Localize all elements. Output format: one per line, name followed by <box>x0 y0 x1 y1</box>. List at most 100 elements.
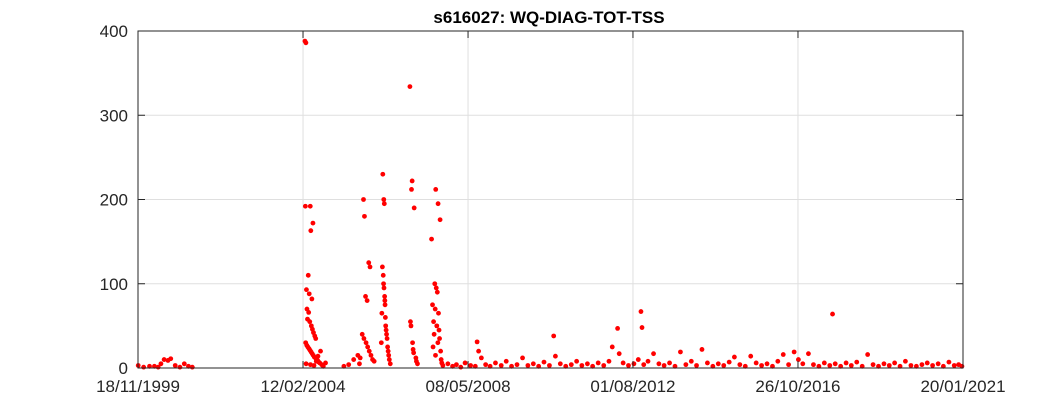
data-point <box>158 361 164 367</box>
data-point <box>493 360 498 366</box>
data-point <box>378 340 384 346</box>
data-point <box>381 197 387 202</box>
data-point <box>886 363 892 368</box>
data-point <box>366 348 372 354</box>
data-point <box>530 361 536 367</box>
data-point <box>759 363 764 368</box>
data-point <box>368 352 374 358</box>
data-point <box>946 359 952 365</box>
data-point <box>843 360 849 366</box>
data-point <box>791 349 797 355</box>
data-point <box>645 358 651 364</box>
x-tick-label: 08/05/2008 <box>425 377 510 396</box>
data-point <box>796 357 801 362</box>
data-point <box>688 358 694 364</box>
data-point <box>780 352 786 357</box>
y-tick-label: 300 <box>100 106 128 125</box>
data-point <box>357 361 362 367</box>
x-tick-label: 26/10/2016 <box>755 377 840 396</box>
data-point <box>678 349 683 355</box>
data-point <box>638 309 644 314</box>
data-point <box>667 360 672 366</box>
data-point <box>454 362 459 368</box>
data-point <box>365 344 371 350</box>
data-point <box>379 310 385 316</box>
data-point <box>908 363 914 368</box>
data-point <box>436 310 441 316</box>
data-point <box>525 363 531 368</box>
data-point <box>440 363 446 368</box>
data-point <box>432 281 438 287</box>
grid-lines <box>137 30 964 369</box>
data-point <box>172 363 178 368</box>
data-point <box>313 358 319 364</box>
y-tick-label: 200 <box>100 191 128 210</box>
chart-title: s616027: WQ-DIAG-TOT-TSS <box>433 8 664 27</box>
data-point <box>387 361 393 367</box>
data-point <box>383 323 389 329</box>
data-point <box>585 361 590 367</box>
x-tick-label: 12/02/2004 <box>260 377 345 396</box>
data-point <box>639 325 645 330</box>
data-point <box>408 323 414 329</box>
data-point <box>384 331 389 337</box>
data-point <box>307 203 313 209</box>
data-point <box>366 260 372 266</box>
data-point <box>656 361 662 367</box>
data-point <box>386 357 392 362</box>
data-point <box>434 323 440 329</box>
data-point <box>141 364 147 370</box>
data-point <box>303 361 309 367</box>
data-point <box>384 336 390 341</box>
data-point <box>892 360 898 366</box>
data-point <box>411 205 417 211</box>
data-point <box>430 302 435 308</box>
data-point <box>609 344 615 350</box>
data-point <box>385 348 391 354</box>
data-point <box>323 360 328 366</box>
data-point <box>302 203 308 209</box>
data-point <box>311 363 317 368</box>
data-point <box>903 358 908 364</box>
data-point <box>547 363 552 368</box>
data-point <box>620 360 626 366</box>
data-point <box>161 357 167 362</box>
y-tick-label: 100 <box>100 275 128 294</box>
data-point <box>433 352 438 358</box>
data-point <box>433 186 439 192</box>
data-point <box>351 357 357 362</box>
data-point <box>315 353 321 359</box>
data-point <box>830 311 835 317</box>
data-point <box>748 353 754 359</box>
data-point <box>661 363 667 368</box>
data-point <box>382 298 388 303</box>
data-point <box>357 355 363 361</box>
data-point <box>362 213 367 219</box>
data-point <box>474 339 480 345</box>
data-point <box>177 364 183 370</box>
data-point <box>641 362 647 368</box>
data-point <box>407 84 413 90</box>
data-point <box>181 361 187 367</box>
data-point <box>382 315 388 320</box>
data-point <box>346 362 352 368</box>
data-point <box>476 348 481 354</box>
data-point <box>827 363 833 368</box>
data-point <box>503 358 509 364</box>
data-point <box>468 363 473 368</box>
data-point <box>557 361 563 367</box>
data-point <box>881 361 887 367</box>
data-point <box>385 344 391 350</box>
data-point <box>683 362 689 368</box>
data-point <box>306 291 312 297</box>
data-point <box>307 319 313 325</box>
data-point <box>431 319 436 325</box>
data-point <box>694 363 699 368</box>
data-point <box>595 360 601 366</box>
data-point <box>651 351 656 357</box>
x-tick-label: 18/11/1999 <box>96 377 180 396</box>
data-point <box>786 362 791 368</box>
data-point <box>458 364 464 370</box>
data-point <box>574 358 580 364</box>
